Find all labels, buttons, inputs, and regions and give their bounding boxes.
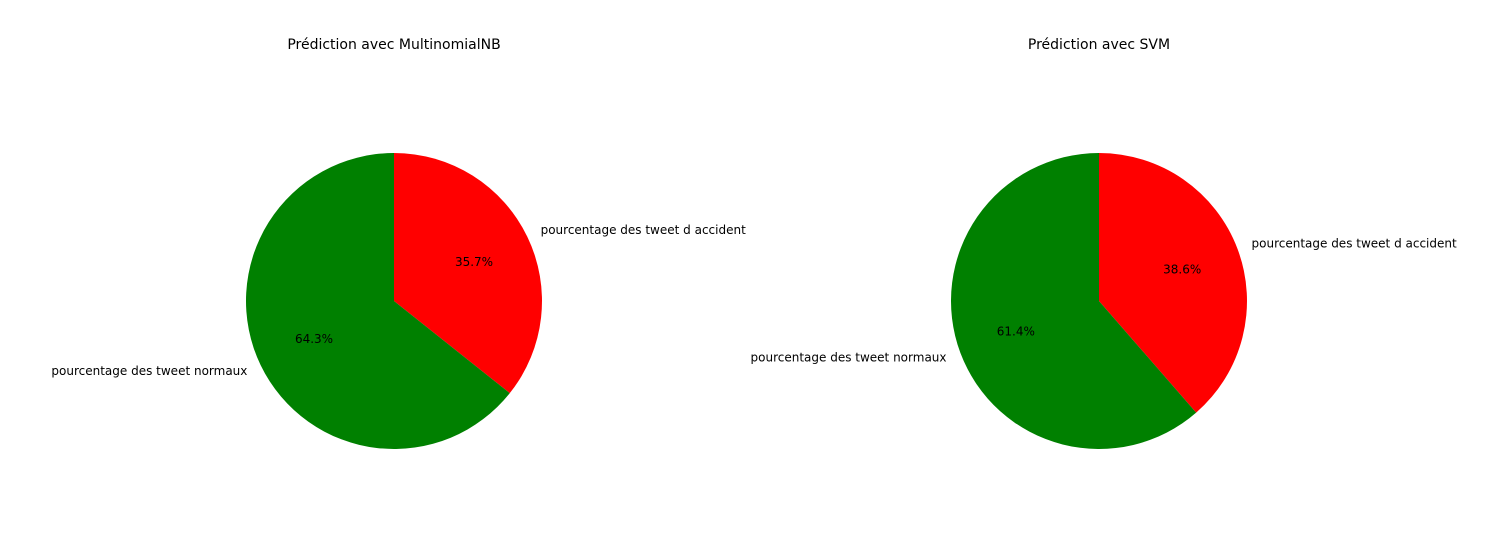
pie-slices-multinomialnb xyxy=(245,153,542,450)
pie-chart-multinomialnb: Prédiction avec MultinomialNB 35.7% 64.3… xyxy=(51,37,746,450)
pie-chart-svm: Prédiction avec SVM 38.6% 61.4% pourcent… xyxy=(751,37,1457,450)
pie-slice-accident xyxy=(1099,153,1247,413)
chart-title-svm: Prédiction avec SVM xyxy=(1028,37,1170,53)
pie-slices-svm xyxy=(950,152,1247,450)
percent-label-accident-multinomialnb: 35.7% xyxy=(455,255,493,269)
percent-label-normaux-svm: 61.4% xyxy=(997,325,1035,339)
slice-label-normaux-svm: pourcentage des tweet normaux xyxy=(751,351,947,365)
percent-label-normaux-multinomialnb: 64.3% xyxy=(295,332,333,346)
slice-label-normaux-multinomialnb: pourcentage des tweet normaux xyxy=(51,364,247,378)
chart-title-multinomialnb: Prédiction avec MultinomialNB xyxy=(287,37,500,53)
slice-label-accident-svm: pourcentage des tweet d accident xyxy=(1252,236,1457,250)
slice-label-accident-multinomialnb: pourcentage des tweet d accident xyxy=(541,223,746,237)
pie-slice-accident xyxy=(394,153,542,394)
pie-slice-normaux xyxy=(950,152,1197,450)
pie-slice-normaux xyxy=(245,153,510,450)
percent-label-accident-svm: 38.6% xyxy=(1163,262,1201,276)
